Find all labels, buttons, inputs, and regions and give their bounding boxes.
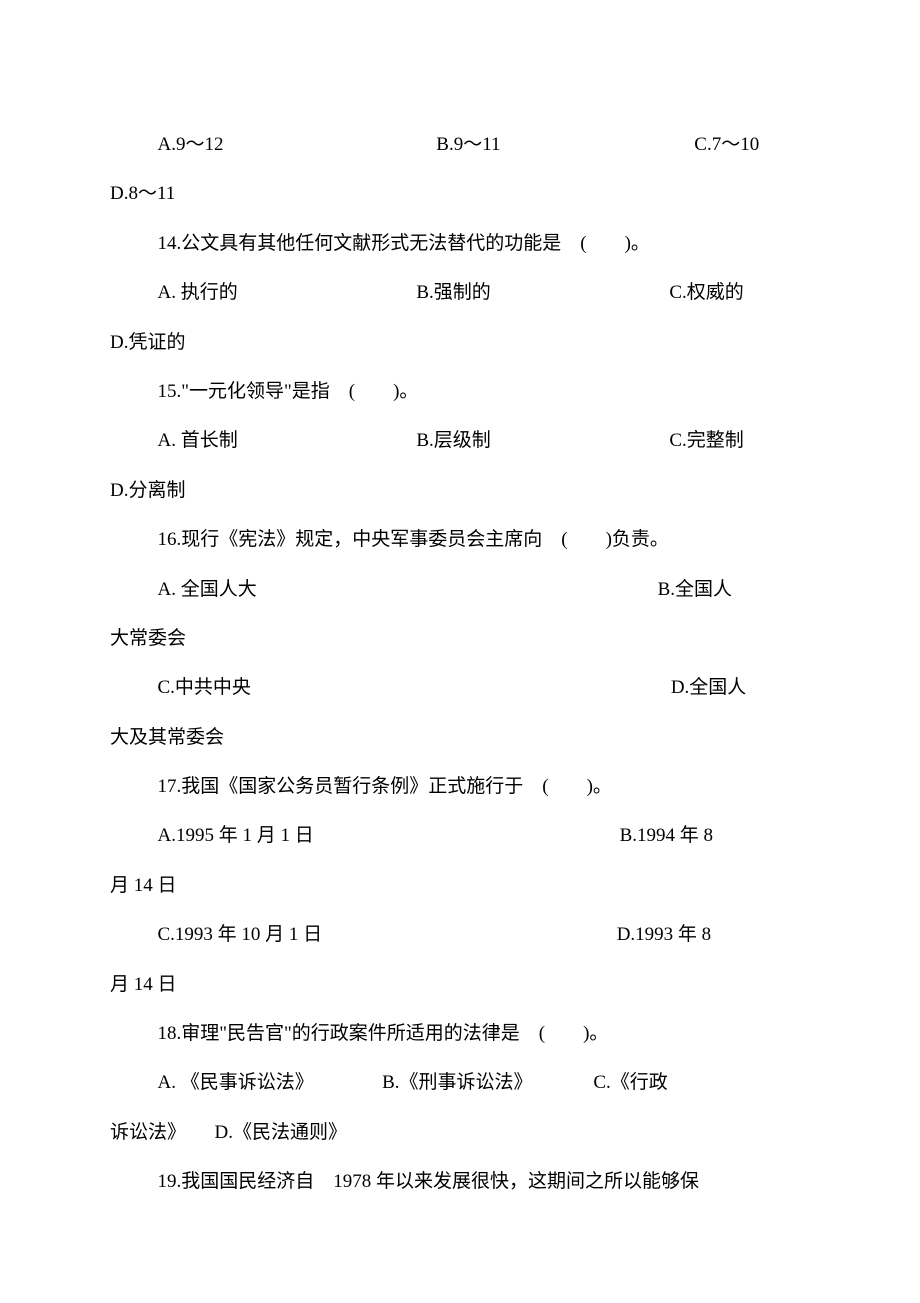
q17-option-a: A.1995 年 1 月 1 日: [158, 825, 314, 846]
q17-option-b-part2: 月 14 日: [110, 875, 177, 896]
q17-options-line3: C.1993 年 10 月 1 日 D.1993 年 8: [110, 910, 810, 959]
q13-options-line2: D.8～11: [110, 169, 810, 218]
q16-option-d-part1: D.全国人: [671, 677, 746, 698]
q18-option-a: A. 《民事诉讼法》: [158, 1072, 314, 1093]
q14-option-c: C.权威的: [669, 282, 743, 303]
q14-options-line1: A. 执行的 B.强制的 C.权威的: [110, 268, 810, 317]
q15-option-b: B.层级制: [416, 430, 490, 451]
q18-option-c-part1: C.《行政: [593, 1072, 667, 1093]
q18-options-line2: 诉讼法》 D.《民法通则》: [110, 1108, 810, 1157]
q17-option-d-part2: 月 14 日: [110, 974, 177, 995]
q16-option-b-part1: B.全国人: [658, 579, 732, 600]
q16-option-b-part2: 大常委会: [110, 628, 186, 649]
q14-option-b: B.强制的: [416, 282, 490, 303]
q18-option-b: B.《刑事诉讼法》: [382, 1072, 532, 1093]
q14-option-d: D.凭证的: [110, 332, 185, 353]
q15-option-a: A. 首长制: [158, 430, 238, 451]
q18-options-line1: A. 《民事诉讼法》 B.《刑事诉讼法》 C.《行政: [110, 1058, 810, 1107]
q15-options-line2: D.分离制: [110, 466, 810, 515]
q18-option-c-d-cont: 诉讼法》 D.《民法通则》: [110, 1122, 347, 1143]
q13-option-d: D.8～11: [110, 183, 175, 204]
q17-options-line1: A.1995 年 1 月 1 日 B.1994 年 8: [110, 811, 810, 860]
q16-options-line1: A. 全国人大 B.全国人: [110, 565, 810, 614]
q14-option-a: A. 执行的: [158, 282, 238, 303]
q15-option-d: D.分离制: [110, 480, 185, 501]
q15-option-c: C.完整制: [669, 430, 743, 451]
q16-option-c: C.中共中央: [158, 677, 251, 698]
q16-option-d-part2: 大及其常委会: [110, 727, 224, 748]
q17-option-c: C.1993 年 10 月 1 日: [158, 924, 323, 945]
q14-stem: 14.公文具有其他任何文献形式无法替代的功能是 ( )。: [110, 219, 810, 268]
q16-options-line2: 大常委会: [110, 614, 810, 663]
q13-options-line1: A.9～12 B.9～11 C.7～10: [110, 120, 810, 169]
q17-stem: 17.我国《国家公务员暂行条例》正式施行于 ( )。: [110, 762, 810, 811]
q17-option-d-part1: D.1993 年 8: [617, 924, 711, 945]
q14-options-line2: D.凭证的: [110, 318, 810, 367]
q19-stem: 19.我国国民经济自 1978 年以来发展很快，这期间之所以能够保: [110, 1157, 810, 1206]
q17-option-b-part1: B.1994 年 8: [620, 825, 713, 846]
q16-options-line4: 大及其常委会: [110, 713, 810, 762]
q17-options-line4: 月 14 日: [110, 960, 810, 1009]
q16-stem: 16.现行《宪法》规定，中央军事委员会主席向 ( )负责。: [110, 515, 810, 564]
q16-options-line3: C.中共中央 D.全国人: [110, 663, 810, 712]
q16-option-a: A. 全国人大: [158, 579, 257, 600]
document-page: A.9～12 B.9～11 C.7～10 D.8～11 14.公文具有其他任何文献形…: [0, 0, 920, 1267]
q13-option-a: A.9～12: [158, 134, 224, 155]
q15-stem: 15."一元化领导"是指 ( )。: [110, 367, 810, 416]
q13-option-b: B.9～11: [436, 134, 500, 155]
q13-option-c: C.7～10: [694, 134, 759, 155]
q17-options-line2: 月 14 日: [110, 861, 810, 910]
q18-stem: 18.审理"民告官"的行政案件所适用的法律是 ( )。: [110, 1009, 810, 1058]
q15-options-line1: A. 首长制 B.层级制 C.完整制: [110, 416, 810, 465]
